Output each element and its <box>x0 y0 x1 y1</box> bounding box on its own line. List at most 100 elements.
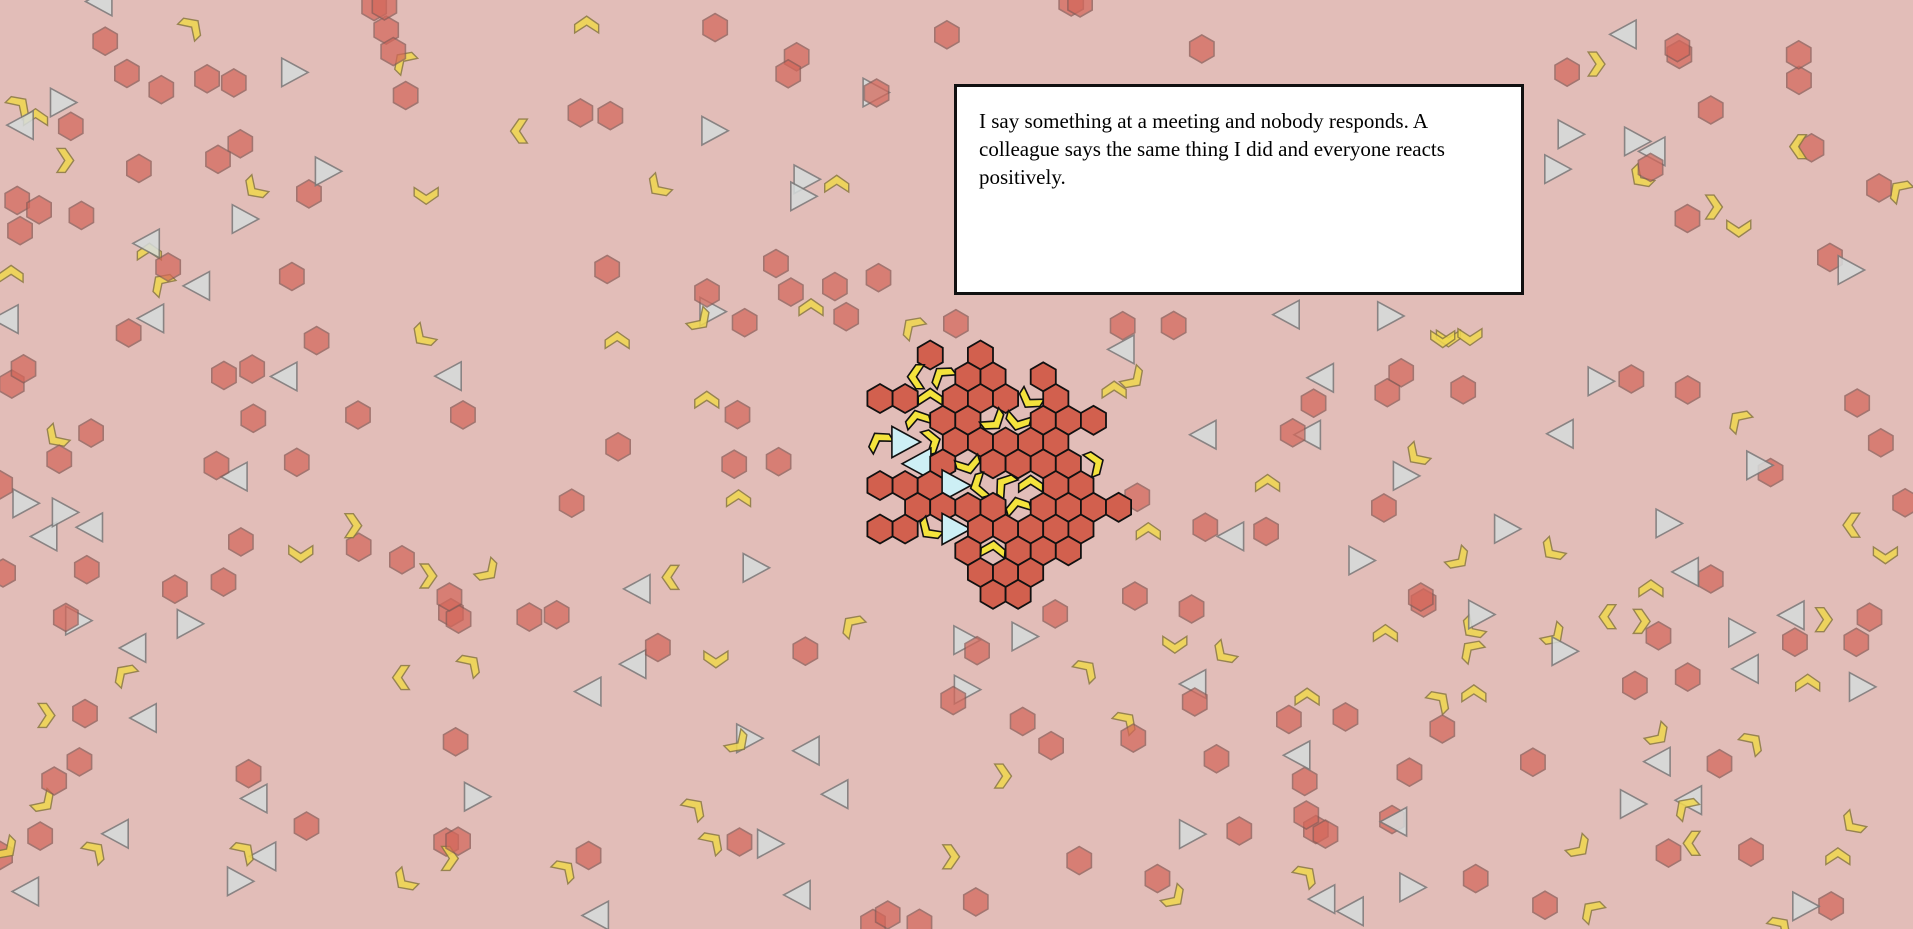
hexagon-icon <box>724 399 751 430</box>
chevron-icon <box>245 173 271 199</box>
hexagon-icon <box>52 602 79 633</box>
hexagon-icon <box>605 431 632 462</box>
hexagon-icon <box>445 826 472 857</box>
hexagon-icon <box>449 399 476 430</box>
triangle-icon <box>1348 544 1378 577</box>
hexagon-icon <box>1300 388 1327 419</box>
chevron-icon <box>1889 180 1913 206</box>
hexagon-icon <box>1144 863 1171 894</box>
hexagon-icon <box>1674 662 1701 693</box>
triangle-icon <box>1608 18 1637 51</box>
hexagon-icon <box>293 811 320 842</box>
chevron-icon <box>413 186 439 206</box>
hexagon-icon <box>1396 757 1423 788</box>
triangle-icon <box>5 109 35 141</box>
hexagon-icon <box>1786 65 1812 96</box>
hexagon-icon <box>1312 819 1339 850</box>
hexagon-icon <box>1054 535 1082 567</box>
hexagon-icon <box>1844 388 1871 418</box>
triangle-icon <box>1775 599 1805 631</box>
triangle-icon <box>28 520 58 553</box>
hexagon-icon <box>194 63 220 94</box>
hexagon-icon <box>1178 594 1205 624</box>
chevron-icon <box>1070 660 1096 686</box>
chevron-icon <box>1825 846 1851 866</box>
chevron-icon <box>1005 408 1033 431</box>
triangle-icon <box>0 303 19 335</box>
triangle-icon <box>941 512 973 546</box>
triangle-icon <box>83 0 113 18</box>
chevron-icon <box>1457 327 1483 347</box>
triangle-icon <box>1619 788 1649 820</box>
hexagon-icon <box>558 488 585 519</box>
hexagon-icon <box>1697 95 1724 125</box>
chevron-icon <box>1581 900 1608 926</box>
hexagon-icon <box>1867 427 1894 458</box>
hexagon-icon <box>203 450 230 481</box>
chevron-icon <box>1081 451 1104 479</box>
chevron-icon <box>1598 604 1618 630</box>
chevron-icon <box>1290 865 1316 891</box>
triangle-icon <box>793 163 823 195</box>
chevron-icon <box>1794 673 1821 693</box>
chevron-icon <box>917 387 944 407</box>
hexagon-icon <box>1738 837 1764 868</box>
triangle-icon <box>1467 598 1497 631</box>
triangle-icon <box>1837 254 1867 286</box>
chevron-icon <box>684 305 710 331</box>
triangle-icon <box>1178 818 1208 850</box>
hexagon-icon <box>1181 687 1208 717</box>
hexagon-icon <box>295 178 322 209</box>
chevron-icon <box>509 118 529 144</box>
triangle-icon <box>1335 895 1364 927</box>
hexagon-icon <box>1622 670 1648 701</box>
triangle-icon <box>1292 419 1322 451</box>
hexagon-icon <box>866 382 894 415</box>
triangle-icon <box>621 573 651 605</box>
triangle-icon <box>1376 300 1406 332</box>
hexagon-icon <box>1279 417 1306 448</box>
hexagon-icon <box>155 252 182 283</box>
chevron-icon <box>1162 635 1188 654</box>
chevron-icon <box>1443 543 1469 569</box>
triangle-icon <box>1305 362 1335 394</box>
chevron-icon <box>661 564 681 591</box>
message-box: I say something at a meeting and nobody … <box>954 84 1524 295</box>
chevron-icon <box>1294 687 1320 707</box>
hexagon-icon <box>979 448 1007 480</box>
hexagon-icon <box>1276 704 1302 735</box>
chevron-icon <box>288 544 314 564</box>
chevron-icon <box>1461 684 1487 704</box>
triangle-icon <box>1557 118 1587 150</box>
chevron-icon <box>1842 512 1862 538</box>
hexagon-icon <box>0 469 14 500</box>
chevron-icon <box>1542 535 1568 561</box>
triangle-icon <box>1730 653 1759 685</box>
hexagon-icon <box>1388 357 1415 388</box>
triangle-icon <box>1105 333 1135 366</box>
triangle-icon <box>247 840 277 873</box>
hexagon-icon <box>1004 578 1032 610</box>
central-shape-cluster <box>866 339 1132 610</box>
chevron-icon <box>418 563 438 589</box>
chevron-icon <box>902 317 928 343</box>
hexagon-icon <box>72 698 98 729</box>
triangle-icon <box>49 86 79 119</box>
triangle-icon <box>74 511 104 543</box>
chevron-icon <box>824 174 850 194</box>
hexagon-icon <box>1817 242 1843 273</box>
chevron-icon <box>1638 578 1664 598</box>
triangle-icon <box>463 781 493 813</box>
triangle-icon <box>238 782 268 815</box>
message-text: I say something at a meeting and nobody … <box>979 109 1445 189</box>
hexagon-icon <box>371 0 398 21</box>
hexagon-icon <box>1782 627 1808 658</box>
chevron-icon <box>1788 133 1808 160</box>
hexagon-icon <box>1038 730 1064 761</box>
triangle-icon <box>181 270 211 302</box>
hexagon-icon <box>1856 602 1883 633</box>
hexagon-icon <box>1407 582 1434 613</box>
chevron-icon <box>1704 194 1724 220</box>
hexagon-icon <box>891 382 919 415</box>
hexagon-icon <box>148 74 175 105</box>
